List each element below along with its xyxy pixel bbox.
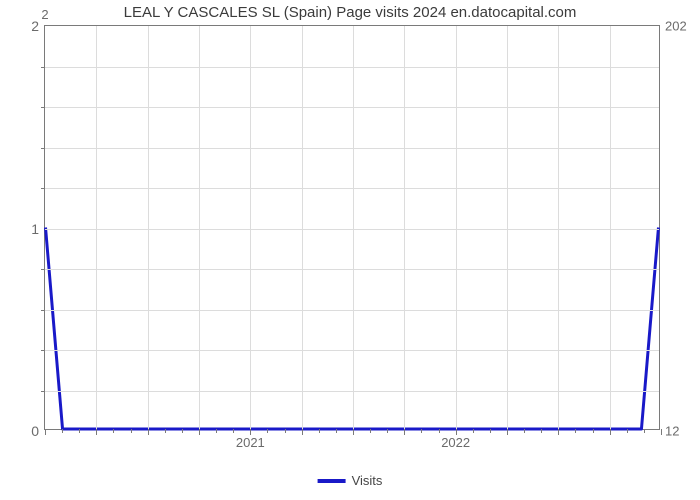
x-tick-minor bbox=[285, 429, 286, 433]
x-tick-minor bbox=[439, 429, 440, 433]
x-tick-major bbox=[610, 429, 611, 435]
x-tick-minor bbox=[524, 429, 525, 433]
grid-vertical bbox=[507, 26, 508, 429]
y-tick-label: 0 bbox=[31, 423, 39, 439]
x-tick-major bbox=[45, 429, 46, 435]
grid-vertical bbox=[96, 26, 97, 429]
y-tick-minor bbox=[41, 148, 45, 149]
x-tick-minor bbox=[182, 429, 183, 433]
grid-horizontal bbox=[45, 229, 659, 230]
grid-horizontal bbox=[45, 107, 659, 108]
chart-title: LEAL Y CASCALES SL (Spain) Page visits 2… bbox=[0, 4, 700, 21]
secondary-right-label: 202 bbox=[665, 19, 687, 34]
grid-vertical bbox=[558, 26, 559, 429]
grid-horizontal bbox=[45, 391, 659, 392]
grid-horizontal bbox=[45, 269, 659, 270]
grid-horizontal bbox=[45, 67, 659, 68]
x-tick-major bbox=[507, 429, 508, 435]
x-tick-minor bbox=[627, 429, 628, 433]
legend-label: Visits bbox=[352, 473, 383, 488]
x-tick-label: 2021 bbox=[236, 435, 265, 450]
y-tick-minor bbox=[41, 107, 45, 108]
grid-vertical bbox=[404, 26, 405, 429]
x-tick-minor bbox=[131, 429, 132, 433]
grid-vertical bbox=[148, 26, 149, 429]
x-tick-major bbox=[353, 429, 354, 435]
x-tick-minor bbox=[165, 429, 166, 433]
x-tick-label: 2022 bbox=[441, 435, 470, 450]
y-tick-minor bbox=[41, 67, 45, 68]
x-tick-minor bbox=[541, 429, 542, 433]
secondary-right-label: 12 bbox=[665, 424, 679, 439]
x-tick-major bbox=[661, 429, 662, 435]
x-tick-major bbox=[148, 429, 149, 435]
x-tick-major bbox=[558, 429, 559, 435]
x-tick-minor bbox=[370, 429, 371, 433]
y-tick-minor bbox=[41, 269, 45, 270]
plot-area: 01220212022212202 bbox=[44, 25, 660, 430]
x-tick-minor bbox=[79, 429, 80, 433]
grid-vertical bbox=[199, 26, 200, 429]
grid-horizontal bbox=[45, 148, 659, 149]
grid-vertical bbox=[610, 26, 611, 429]
series-line bbox=[45, 26, 659, 429]
x-tick-minor bbox=[593, 429, 594, 433]
x-tick-minor bbox=[575, 429, 576, 433]
grid-horizontal bbox=[45, 188, 659, 189]
x-tick-major bbox=[404, 429, 405, 435]
y-tick-minor bbox=[41, 188, 45, 189]
x-tick-minor bbox=[216, 429, 217, 433]
x-tick-minor bbox=[62, 429, 63, 433]
x-tick-major bbox=[199, 429, 200, 435]
x-tick-minor bbox=[490, 429, 491, 433]
x-tick-minor bbox=[421, 429, 422, 433]
x-tick-minor bbox=[644, 429, 645, 433]
x-tick-minor bbox=[113, 429, 114, 433]
x-tick-major bbox=[302, 429, 303, 435]
legend-swatch bbox=[318, 479, 346, 483]
grid-vertical bbox=[456, 26, 457, 429]
grid-vertical bbox=[353, 26, 354, 429]
grid-vertical bbox=[302, 26, 303, 429]
x-tick-minor bbox=[267, 429, 268, 433]
x-tick-minor bbox=[233, 429, 234, 433]
x-tick-minor bbox=[319, 429, 320, 433]
x-tick-minor bbox=[387, 429, 388, 433]
y-tick-minor bbox=[41, 350, 45, 351]
x-tick-minor bbox=[473, 429, 474, 433]
x-tick-minor bbox=[336, 429, 337, 433]
y-tick-minor bbox=[41, 310, 45, 311]
y-tick-label: 2 bbox=[31, 18, 39, 34]
y-tick-label: 1 bbox=[31, 221, 39, 237]
secondary-top-label: 2 bbox=[41, 7, 48, 22]
y-tick-minor bbox=[41, 391, 45, 392]
grid-vertical bbox=[250, 26, 251, 429]
grid-horizontal bbox=[45, 350, 659, 351]
x-tick-major bbox=[96, 429, 97, 435]
legend: Visits bbox=[318, 473, 383, 488]
grid-horizontal bbox=[45, 310, 659, 311]
